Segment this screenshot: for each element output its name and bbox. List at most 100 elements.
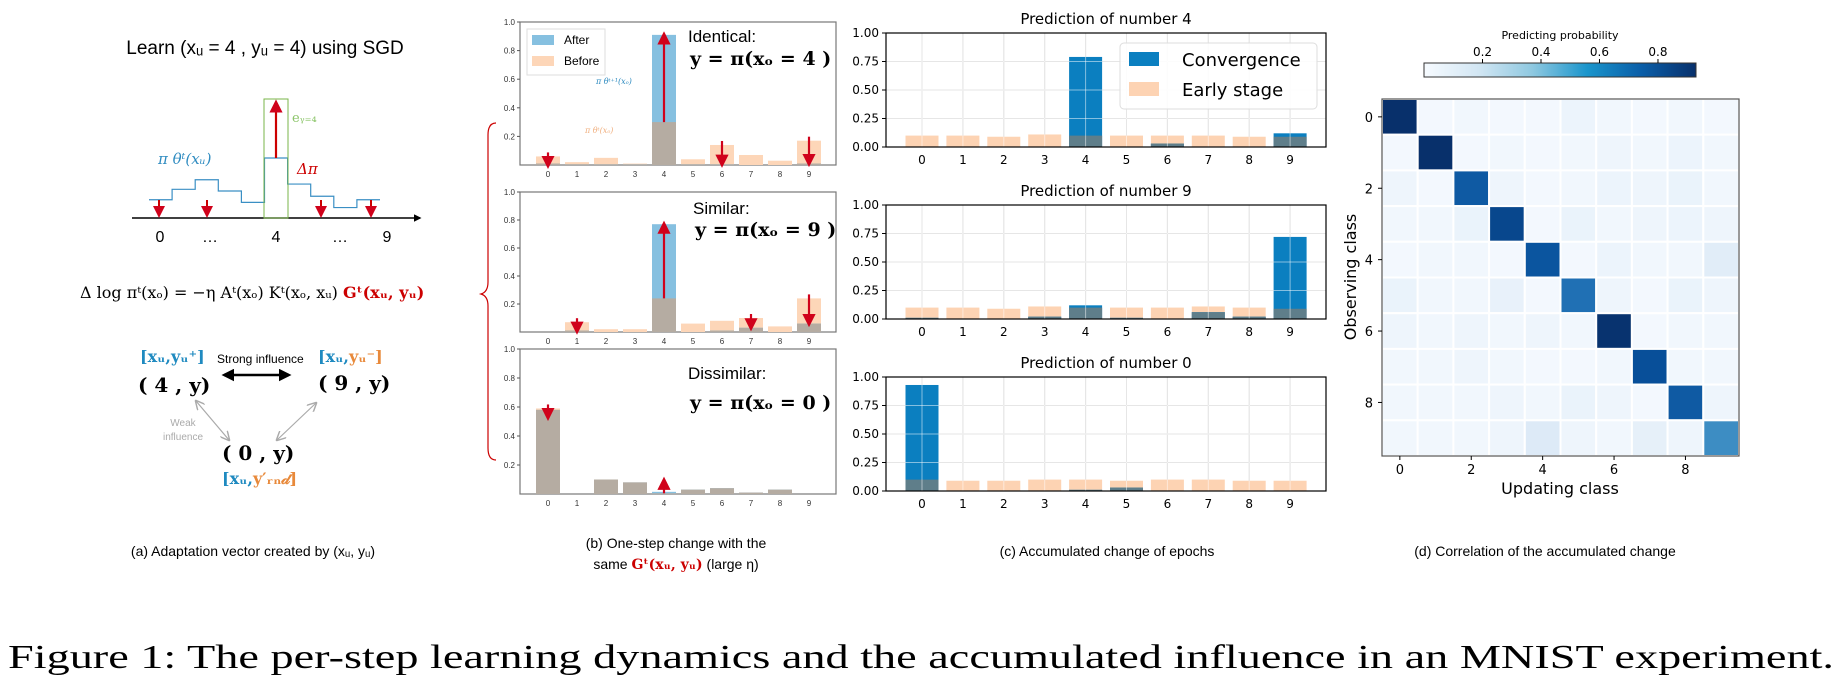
panel-c-caption: (c) Accumulated change of epochs xyxy=(1000,543,1215,559)
dissimilar-equation: y = π(xₒ = 0 ) xyxy=(689,392,831,414)
heatmap-cell xyxy=(1416,240,1455,279)
y-tick-label: 0.25 xyxy=(852,456,879,470)
x-tick-label: 4 xyxy=(1539,463,1547,478)
heatmap-cell xyxy=(1666,419,1705,457)
heatmap-cell xyxy=(1452,276,1491,315)
overlap-bar xyxy=(623,482,647,494)
heatmap-cell xyxy=(1595,98,1633,136)
y-tick-label: 1.00 xyxy=(852,26,879,40)
x-label-ellipsis-1: … xyxy=(202,229,218,246)
heatmap-cell xyxy=(1416,98,1455,136)
colorbar-tick-label: 0.2 xyxy=(1473,45,1492,59)
x-tick-label: 7 xyxy=(1204,325,1212,339)
x-tick-label: 7 xyxy=(1204,497,1212,511)
heatmap-cell xyxy=(1559,347,1598,386)
panel-c: Prediction of number 4 0.00 0.25 0.50 0.75 1.… xyxy=(852,10,1327,511)
heatmap-cell xyxy=(1523,383,1562,422)
overlap-bar xyxy=(710,330,734,332)
heatmap-cell xyxy=(1416,276,1455,315)
before-bar xyxy=(710,320,734,332)
y-tick-label: 0.8 xyxy=(504,47,516,56)
panel-d: 0 2 4 6 8 0 2 4 6 8 0.2 0.4 0.6 0.8 xyxy=(1365,45,1741,478)
before-bar xyxy=(594,329,618,332)
heatmap-cell xyxy=(1702,133,1741,172)
heatmap-cell xyxy=(1595,133,1633,172)
panel-d-text: Predicting probability Updating class Ob… xyxy=(1341,29,1676,559)
heatmap-cell xyxy=(1630,312,1669,350)
x-tick-label: 4 xyxy=(662,337,667,346)
y-tick-label: 8 xyxy=(1365,396,1373,411)
one-step-chart-2: 0.2 0.4 0.6 0.8 1.0 0 1 2 3 4 5 6 7 8 9 xyxy=(504,345,837,508)
weak-arrow-left-icon xyxy=(196,401,229,440)
brace xyxy=(478,122,497,461)
sample-0: ( 0 , y) xyxy=(222,441,294,465)
x-tick-label: 1 xyxy=(575,170,580,179)
heatmap-cell xyxy=(1523,169,1562,208)
e-label: eᵧ₌₄ xyxy=(292,111,317,126)
panel-d-caption: (d) Correlation of the accumulated chang… xyxy=(1414,543,1676,559)
heatmap-cell xyxy=(1559,205,1598,243)
x-tick-label: 9 xyxy=(1286,497,1294,511)
heatmap-cell xyxy=(1702,383,1741,422)
sample-9: ( 9 , y) xyxy=(318,371,390,395)
overlap-bar xyxy=(536,409,560,494)
formula-red-term: Gᵗ(xᵤ, yᵤ) xyxy=(343,283,424,302)
plot-area xyxy=(519,348,837,495)
heatmap-cell xyxy=(1559,98,1598,136)
delta-pi-label: Δπ xyxy=(296,160,319,178)
rnd-pair-x: [xᵤ, xyxy=(222,469,253,488)
before-bar xyxy=(681,323,705,332)
panel-c-legend: Convergence Early stage (c) Accumulated … xyxy=(1000,42,1318,559)
neg-pair-x: [xᵤ, xyxy=(318,347,349,366)
legend-convergence-label: Convergence xyxy=(1182,50,1301,71)
x-tick-label: 0 xyxy=(546,337,551,346)
x-tick-label: 4 xyxy=(1082,497,1090,511)
plot-frame xyxy=(885,204,1327,320)
y-tick-label: 0.25 xyxy=(852,284,879,298)
x-tick-label: 2 xyxy=(1467,463,1475,478)
legend-before-label: Before xyxy=(564,54,600,68)
heatmap-cell xyxy=(1381,169,1419,208)
chart-title: Prediction of number 9 xyxy=(1020,182,1191,200)
heatmap-cell xyxy=(1630,383,1669,422)
accumulated-chart-2: Prediction of number 0 0.00 0.25 0.50 0.75 1.… xyxy=(852,354,1327,511)
heatmap-cell xyxy=(1630,419,1669,457)
heatmap-cell xyxy=(1523,312,1562,350)
overlap-bar xyxy=(594,479,618,494)
heatmap-cell xyxy=(1523,347,1562,386)
overlap-bar xyxy=(681,164,705,165)
y-tick-label: 0.2 xyxy=(504,300,516,309)
x-tick-label: 8 xyxy=(778,499,783,508)
x-tick-label: 8 xyxy=(1681,463,1689,478)
x-tick-label: 8 xyxy=(1245,325,1253,339)
before-bar xyxy=(768,326,792,332)
one-step-chart-0: 0.2 0.4 0.6 0.8 1.0 0 1 2 3 4 5 6 7 8 9 xyxy=(504,18,837,179)
overlap-bar xyxy=(797,323,821,332)
legend-early-swatch xyxy=(1129,82,1159,96)
x-tick-label: 3 xyxy=(633,170,638,179)
identical-label: Identical: xyxy=(688,27,756,46)
y-tick-label: 4 xyxy=(1365,254,1373,269)
x-tick-label: 6 xyxy=(1164,497,1172,511)
heatmap-cell xyxy=(1488,133,1526,172)
heatmap-cell xyxy=(1381,419,1419,457)
x-label-9: 9 xyxy=(383,229,392,246)
heatmap-cell xyxy=(1416,419,1455,457)
before-bar xyxy=(594,157,618,165)
x-tick-label: 9 xyxy=(1286,325,1294,339)
x-tick-label: 7 xyxy=(749,170,754,179)
heatmap-cell xyxy=(1666,276,1705,315)
before-bar xyxy=(768,160,792,165)
heatmap-cell xyxy=(1595,169,1633,208)
x-tick-label: 2 xyxy=(1000,153,1008,167)
overlap-bar xyxy=(652,298,676,332)
x-tick-label: 5 xyxy=(1123,153,1131,167)
x-tick-label: 2 xyxy=(1000,497,1008,511)
x-tick-label: 0 xyxy=(918,325,926,339)
heatmap-cell xyxy=(1416,347,1455,386)
heatmap-cell xyxy=(1488,419,1526,457)
heatmap-cell xyxy=(1488,240,1526,279)
x-tick-label: 6 xyxy=(720,337,725,346)
overlap-bar xyxy=(594,164,618,165)
